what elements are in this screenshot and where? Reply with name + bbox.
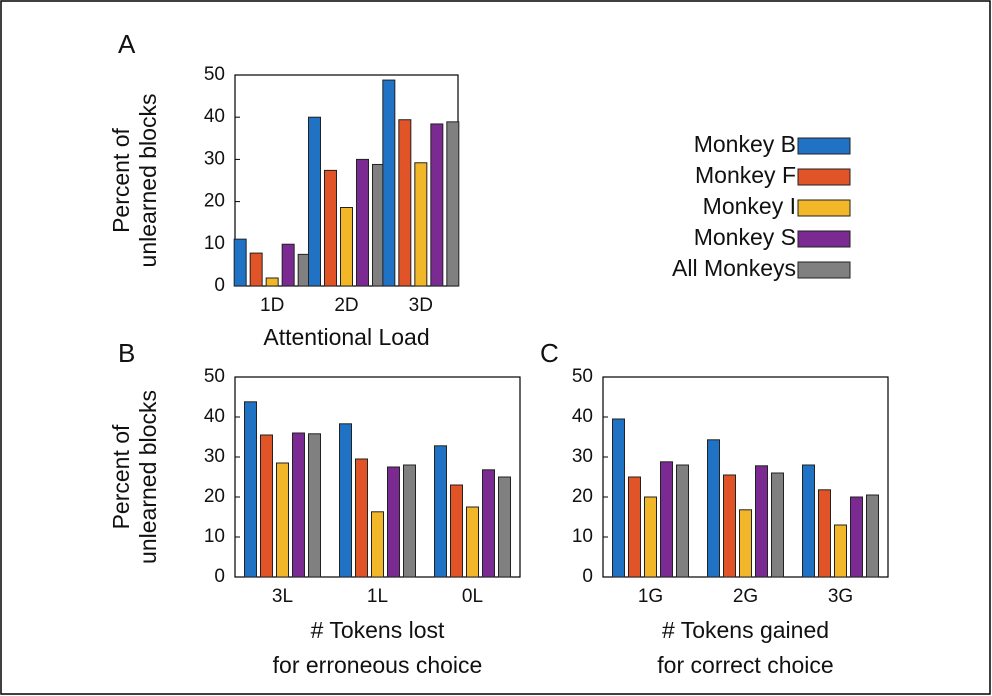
bar (739, 509, 752, 578)
bar (498, 476, 511, 578)
y-tick-label: 50 (572, 366, 593, 387)
y-tick-label: 0 (214, 566, 225, 587)
legend-label: Monkey F (695, 162, 796, 188)
bar (292, 432, 305, 578)
bar (308, 116, 321, 287)
y-tick-label: 50 (204, 64, 225, 85)
y-axis-label: unlearned blocks (135, 94, 161, 268)
legend-swatch (797, 168, 851, 186)
x-tick-label: 0L (462, 586, 483, 607)
x-axis-label: Attentional Load (263, 324, 429, 350)
bar (450, 484, 463, 578)
bar (281, 243, 295, 287)
y-tick-label: 40 (572, 406, 593, 427)
legend-label: All Monkeys (672, 255, 796, 281)
x-axis-label: # Tokens gained (662, 617, 829, 643)
bar (387, 466, 400, 578)
y-tick-label: 50 (204, 366, 225, 387)
bar (818, 489, 831, 578)
y-tick-label: 10 (204, 233, 225, 254)
y-tick-label: 20 (204, 486, 225, 507)
bar (676, 464, 689, 578)
x-tick-label: 3L (272, 586, 293, 607)
bar (371, 511, 384, 578)
bar (276, 462, 289, 578)
bar (355, 458, 368, 578)
x-tick-label: 2G (733, 586, 758, 607)
bar (466, 506, 479, 578)
legend-swatch (797, 137, 851, 155)
bar (233, 238, 247, 287)
x-tick-label: 1G (638, 586, 663, 607)
x-tick-label: 3D (409, 295, 433, 316)
bar (356, 158, 369, 287)
x-axis-label: # Tokens lost (311, 617, 445, 643)
bar (308, 433, 321, 578)
y-tick-label: 40 (204, 406, 225, 427)
panel-label: B (118, 338, 135, 368)
legend-label: Monkey S (694, 224, 796, 250)
panel-label: C (540, 338, 559, 368)
legend-label: Monkey B (694, 131, 796, 157)
bar (644, 496, 657, 578)
y-axis-label: Percent of (108, 127, 134, 232)
x-axis-label: for erroneous choice (273, 652, 483, 678)
bar (850, 496, 863, 578)
y-tick-label: 30 (204, 446, 225, 467)
bar (324, 169, 337, 287)
bar (339, 423, 352, 578)
legend-label: Monkey I (703, 193, 796, 219)
x-tick-label: 2D (334, 295, 358, 316)
bar (628, 476, 641, 578)
y-tick-label: 10 (204, 526, 225, 547)
bar (802, 464, 815, 578)
bar (265, 277, 279, 287)
y-tick-label: 30 (204, 148, 225, 169)
bar (249, 252, 263, 287)
y-tick-label: 40 (204, 106, 225, 127)
bar (707, 439, 720, 578)
bar (434, 445, 447, 578)
bar (612, 418, 625, 578)
bar (430, 123, 444, 287)
x-tick-label: 3G (828, 586, 853, 607)
bar (834, 524, 847, 578)
legend-swatch (797, 230, 851, 248)
x-tick-label: 1L (367, 586, 388, 607)
bar (866, 494, 879, 578)
bar (382, 79, 396, 287)
y-axis-label: unlearned blocks (135, 390, 161, 564)
bar (482, 469, 495, 578)
y-tick-label: 20 (572, 486, 593, 507)
y-tick-label: 0 (214, 275, 225, 296)
bar (403, 464, 416, 578)
bar (340, 207, 353, 287)
bar (446, 121, 460, 287)
bar (755, 465, 768, 578)
bar (398, 119, 412, 287)
x-axis-label: for correct choice (657, 652, 833, 678)
y-axis-label: Percent of (108, 424, 134, 529)
y-tick-label: 0 (582, 566, 593, 587)
y-tick-label: 20 (204, 191, 225, 212)
panel-label: A (118, 29, 136, 59)
legend-swatch (797, 261, 851, 279)
y-tick-label: 10 (572, 526, 593, 547)
bar (723, 474, 736, 578)
bar (260, 434, 273, 578)
x-tick-label: 1D (260, 295, 284, 316)
legend-swatch (797, 199, 851, 217)
bar (771, 472, 784, 578)
y-tick-label: 30 (572, 446, 593, 467)
bar (244, 401, 257, 578)
bar (414, 162, 428, 287)
bar (660, 461, 673, 578)
